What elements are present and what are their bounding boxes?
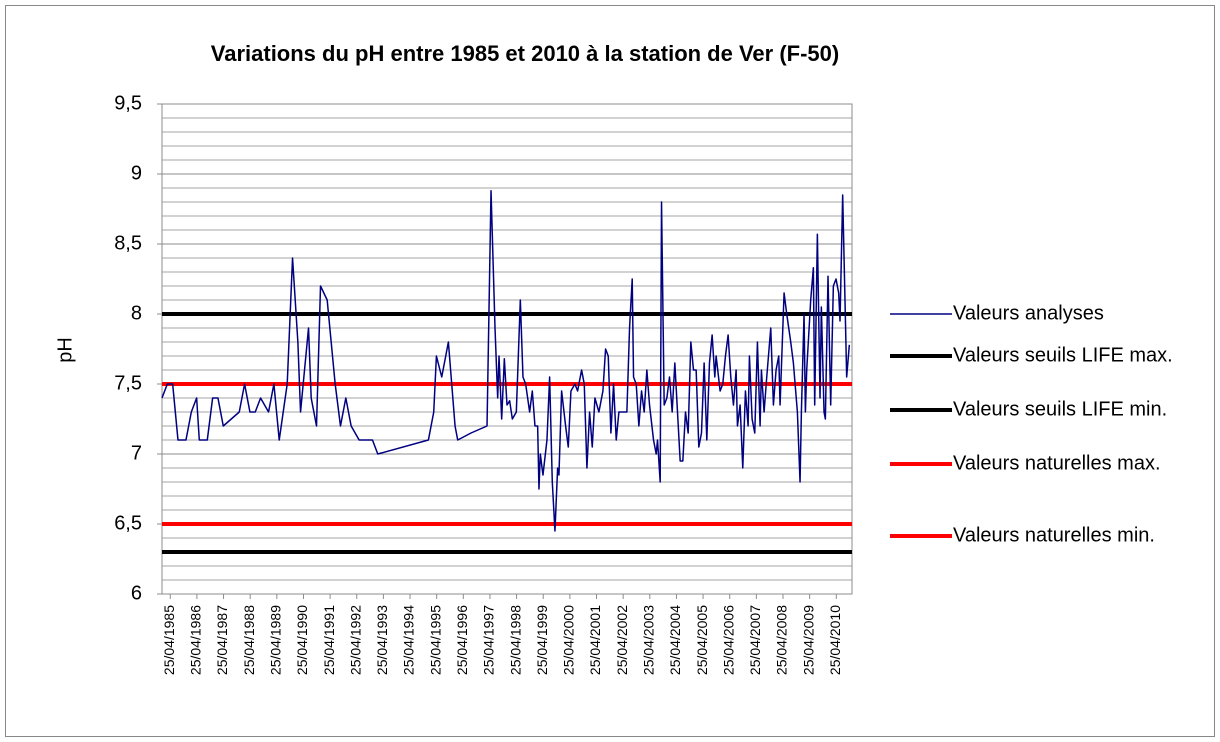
x-tick-label: 25/04/1989 [268,605,284,675]
x-tick-label: 25/04/2007 [747,605,763,675]
legend-label: Valeurs naturelles max. [953,452,1161,474]
y-tick-label: 8,5 [114,232,142,254]
x-tick-label: 25/04/1996 [454,605,470,675]
x-tick-label: 25/04/1986 [188,605,204,675]
y-tick-label: 9,5 [114,92,142,114]
y-tick-label: 6,5 [114,512,142,534]
x-tick-label: 25/04/1988 [241,605,257,675]
x-tick-label: 25/04/2004 [667,605,683,675]
legend-label: Valeurs naturelles min. [953,524,1155,546]
y-tick-label: 7 [131,442,142,464]
x-tick-label: 25/04/1987 [214,605,230,675]
x-tick-label: 25/04/1991 [321,605,337,675]
x-tick-label: 25/04/1997 [481,605,497,675]
x-tick-label: 25/04/2003 [640,605,656,675]
x-tick-label: 25/04/1995 [427,605,443,675]
chart-frame [5,5,1215,737]
x-tick-label: 25/04/2009 [800,605,816,675]
y-tick-label: 6 [131,582,142,604]
legend-label: Valeurs seuils LIFE min. [953,398,1167,420]
y-tick-label: 9 [131,162,142,184]
x-tick-label: 25/04/2005 [694,605,710,675]
legend-label: Valeurs analyses [953,302,1104,324]
y-axis-label: pH [54,337,76,363]
x-tick-label: 25/04/1998 [507,605,523,675]
x-tick-label: 25/04/1985 [161,605,177,675]
x-tick-label: 25/04/1994 [401,605,417,675]
x-tick-label: 25/04/2002 [614,605,630,675]
y-tick-label: 8 [131,302,142,324]
chart-title: Variations du pH entre 1985 et 2010 à la… [211,41,839,66]
x-tick-label: 25/04/2008 [774,605,790,675]
x-tick-label: 25/04/1993 [374,605,390,675]
y-tick-label: 7,5 [114,372,142,394]
x-tick-label: 25/04/1992 [347,605,363,675]
x-tick-label: 25/04/2006 [720,605,736,675]
x-tick-label: 25/04/1990 [294,605,310,675]
legend-label: Valeurs seuils LIFE max. [953,344,1173,366]
x-tick-label: 25/04/2000 [561,605,577,675]
series-line [161,190,851,532]
plot-area [161,103,853,595]
x-tick-label: 25/04/2010 [827,605,843,675]
x-tick-label: 25/04/2001 [587,605,603,675]
x-tick-label: 25/04/1999 [534,605,550,675]
